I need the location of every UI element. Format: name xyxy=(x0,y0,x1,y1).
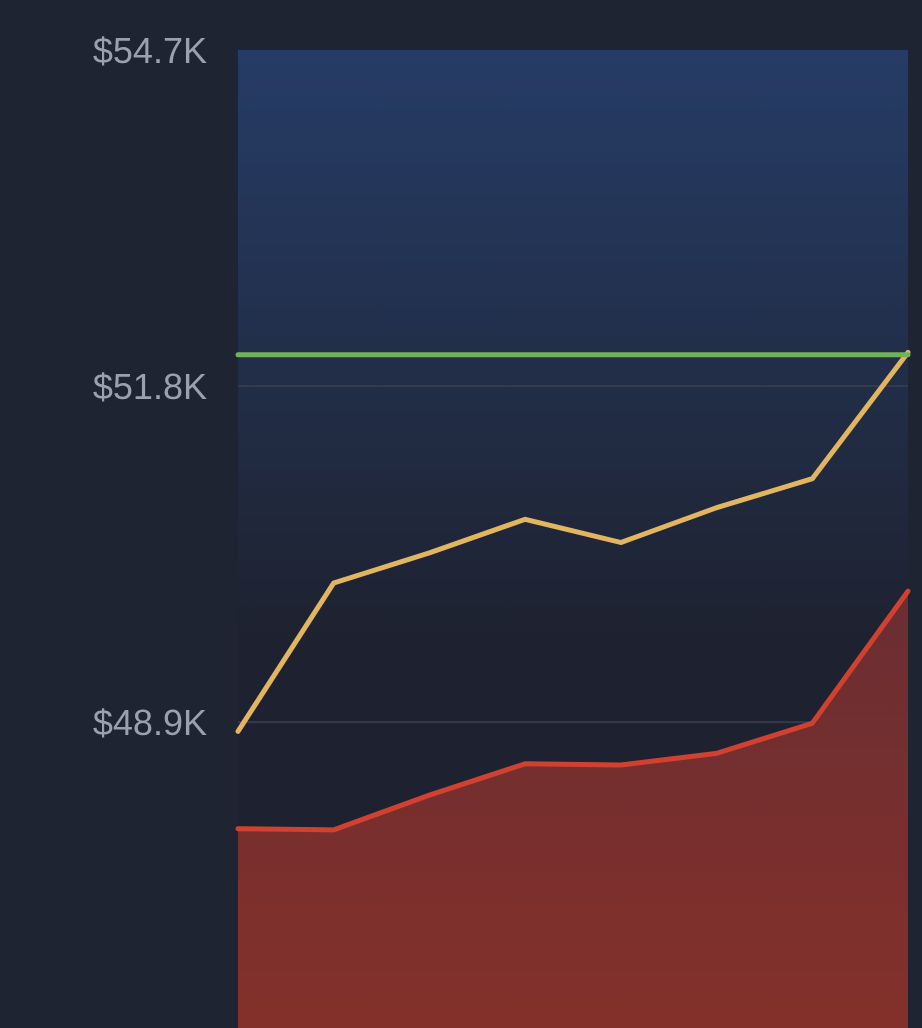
series-0-line xyxy=(235,588,911,833)
series-1-line xyxy=(235,349,911,734)
grid-lines xyxy=(238,385,908,724)
series-0-area xyxy=(238,591,908,1028)
y-tick-label: $48.9K xyxy=(93,702,207,743)
y-tick-label: $51.8K xyxy=(93,366,207,407)
y-tick-label: $54.7K xyxy=(93,30,207,71)
series-layer xyxy=(235,349,911,1028)
y-axis-ticks: $54.7K $51.8K $48.9K xyxy=(93,30,207,743)
